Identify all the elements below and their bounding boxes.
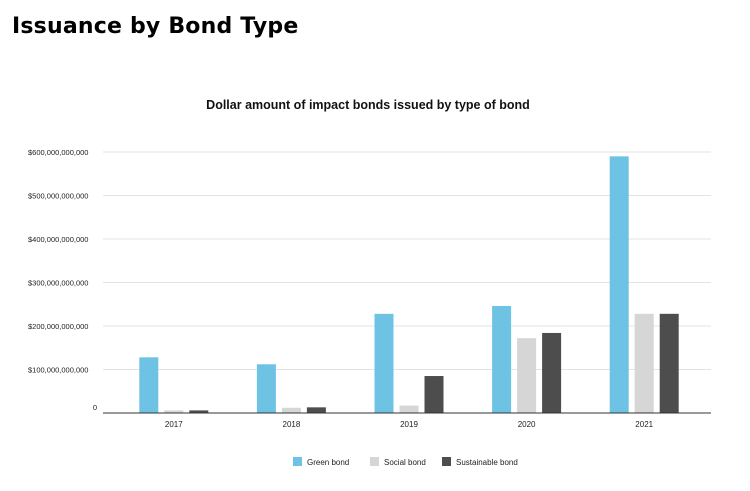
page-heading: Issuance by Bond Type: [12, 14, 299, 39]
y-tick-label: 0: [93, 403, 97, 412]
gridlines: [103, 151, 711, 370]
x-tick-label: 2017: [165, 420, 183, 429]
x-tick-label: 2018: [283, 420, 301, 429]
y-axis-tick-labels: 0 $100,000,000,000 $200,000,000,000 $300,00…: [28, 148, 97, 412]
x-tick-label: 2021: [635, 420, 653, 429]
bar-sustainable-bond-2020: [542, 332, 562, 413]
y-tick-label: $100,000,000,000: [28, 366, 88, 375]
bar-green-bond-2018: [256, 364, 276, 413]
bar-green-bond-2017: [139, 357, 159, 413]
bar-sustainable-bond-2021: [659, 313, 679, 413]
bar-social-bond-2021: [634, 313, 654, 413]
legend-swatch: [293, 457, 302, 466]
bar-sustainable-bond-2018: [306, 407, 326, 413]
y-tick-label: $500,000,000,000: [28, 192, 88, 201]
bar-social-bond-2019: [399, 405, 419, 413]
chart-title: Dollar amount of impact bonds issued by …: [206, 98, 530, 112]
y-tick-label: $300,000,000,000: [28, 279, 88, 288]
y-tick-label: $600,000,000,000: [28, 148, 88, 157]
bars: [139, 156, 679, 413]
legend-label: Green bond: [307, 458, 349, 467]
x-axis-tick-labels: 2017 2018 2019 2020 2021: [165, 420, 654, 429]
legend-label: Social bond: [384, 458, 426, 467]
bar-sustainable-bond-2019: [424, 376, 444, 413]
x-tick-label: 2019: [400, 420, 418, 429]
bar-green-bond-2020: [492, 305, 512, 413]
legend-swatch: [442, 457, 451, 466]
y-tick-label: $200,000,000,000: [28, 322, 88, 331]
legend-label: Sustainable bond: [456, 458, 518, 467]
bar-social-bond-2017: [164, 410, 184, 413]
legend-swatch: [370, 457, 379, 466]
legend: Green bond Social bond Sustainable bond: [293, 457, 518, 467]
x-tick-label: 2020: [518, 420, 536, 429]
bar-social-bond-2018: [281, 407, 301, 413]
bar-green-bond-2021: [609, 156, 629, 413]
bar-social-bond-2020: [517, 338, 537, 413]
bar-green-bond-2019: [374, 313, 394, 413]
bar-sustainable-bond-2017: [189, 410, 209, 413]
y-tick-label: $400,000,000,000: [28, 235, 88, 244]
